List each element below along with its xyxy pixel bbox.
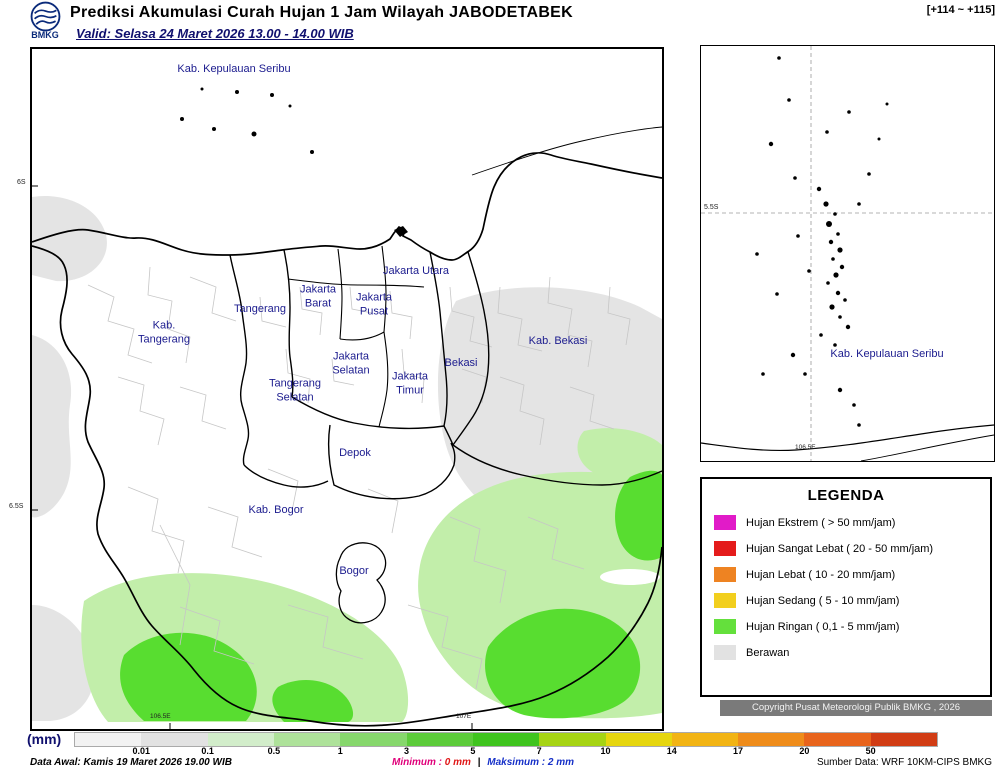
legend-title: LEGENDA: [807, 487, 885, 504]
legend-item-label: Berawan: [746, 646, 790, 659]
legend-item: Hujan Lebat ( 10 - 20 mm/jam): [714, 567, 978, 582]
inset-gridlines: [701, 46, 994, 461]
axis-label-lat-6s: 6S: [17, 179, 26, 186]
inset-map-graphic: [701, 46, 994, 461]
scale-tick-label: 10: [600, 746, 611, 756]
bmkg-logo-icon: [30, 1, 60, 32]
scale-tick-label: 14: [666, 746, 677, 756]
scale-tick-label: 50: [865, 746, 876, 756]
legend-color-swatch: [714, 541, 736, 556]
legend-item-label: Hujan Ekstrem ( > 50 mm/jam): [746, 516, 896, 529]
scale-tick-label: 7: [536, 746, 542, 756]
map-label: Kab. Kepulauan Seribu: [177, 63, 291, 76]
minimum-value: 0 mm: [444, 757, 471, 768]
scale-tick-label: 0.5: [267, 746, 281, 756]
axis-label-lon-107e: 107E: [456, 713, 472, 720]
scale-segment: [738, 733, 805, 746]
scale-tick-label: 0.1: [201, 746, 214, 756]
scale-segment: [406, 733, 473, 746]
map-label: Jakarta Selatan: [332, 350, 370, 376]
inset-map-label: Kab. Kepulauan Seribu: [830, 348, 944, 360]
scale-tick-label: 5: [470, 746, 476, 756]
map-label: Kab. Tangerang: [138, 319, 190, 345]
legend-item: Hujan Sangat Lebat ( 20 - 50 mm/jam): [714, 541, 978, 556]
maksimum-value: 2 mm: [547, 757, 574, 768]
map-label: Bogor: [339, 565, 369, 578]
scale-segment: [340, 733, 407, 746]
coastline-and-region-boundaries: [32, 126, 662, 727]
map-label: Kab. Bogor: [248, 504, 304, 517]
scale-segment: [605, 733, 672, 746]
minimum-label: Minimum :: [392, 757, 442, 768]
axis-label-lat-6-5s: 6.5S: [9, 503, 24, 510]
islands: [180, 87, 408, 237]
data-source-text: Sumber Data: WRF 10KM-CIPS BMKG: [816, 757, 992, 768]
maksimum-label: Maksimum :: [487, 757, 546, 768]
data-awal-text: Data Awal: Kamis 19 Maret 2026 19.00 WIB: [30, 757, 232, 768]
min-max-summary: Minimum : 0 mm | Maksimum : 2 mm: [392, 757, 574, 768]
legend-item-label: Hujan Sedang ( 5 - 10 mm/jam): [746, 594, 900, 607]
scale-segment: [141, 733, 208, 746]
page-title: Prediksi Akumulasi Curah Hujan 1 Jam Wil…: [70, 4, 574, 21]
legend-color-swatch: [714, 593, 736, 608]
rainfall-scale-ticks: 0.01 0.1 0.5 1 3 5 7 10 14 17 20 50: [75, 746, 937, 756]
scale-tick-label: 0.01: [132, 746, 151, 756]
scale-segment: [671, 733, 739, 746]
scale-tick-label: 1: [337, 746, 343, 756]
rainfall-color-scale: [74, 732, 938, 747]
scale-tick-label: 17: [733, 746, 744, 756]
legend-color-swatch: [714, 515, 736, 530]
map-label: Jakarta Timur: [391, 370, 429, 396]
legend: LEGENDA Hujan Ekstrem ( > 50 mm/jam) Huja…: [700, 477, 992, 697]
inset-axis-label-lon: 106.5E: [795, 444, 816, 451]
map-label: Bekasi: [444, 357, 478, 370]
main-map: Kab. Kepulauan Seribu Kab. Tangerang Tange…: [30, 47, 664, 731]
forecast-hour-range: [+114 ~ +115]: [926, 4, 995, 16]
legend-color-swatch: [714, 645, 736, 660]
map-label: Tangerang: [234, 303, 286, 316]
legend-item-label: Hujan Sangat Lebat ( 20 - 50 mm/jam): [746, 542, 934, 555]
bmkg-logo: BMKG: [24, 1, 66, 40]
scalebar-unit-label: (mm): [27, 731, 62, 747]
axis-ticks: [32, 185, 473, 729]
legend-item: Hujan Ekstrem ( > 50 mm/jam): [714, 515, 978, 530]
scale-tick-label: 20: [799, 746, 810, 756]
legend-item: Berawan: [714, 645, 978, 660]
map-label: Tangerang Selatan: [269, 377, 321, 403]
map-label: Depok: [339, 447, 371, 460]
scale-segment: [207, 733, 274, 746]
map-label: Jakarta Barat: [299, 283, 337, 309]
legend-color-swatch: [714, 567, 736, 582]
map-label: Jakarta Utara: [382, 265, 450, 278]
legend-item-label: Hujan Lebat ( 10 - 20 mm/jam): [746, 568, 896, 581]
scale-segment: [539, 733, 606, 746]
map-label: Kab. Bekasi: [528, 335, 588, 348]
legend-item-label: Hujan Ringan ( 0,1 - 5 mm/jam): [746, 620, 900, 633]
copyright-bar: Copyright Pusat Meteorologi Publik BMKG …: [720, 700, 992, 716]
legend-items: Hujan Ekstrem ( > 50 mm/jam) Hujan Sangat…: [714, 515, 978, 660]
scale-segment: [273, 733, 341, 746]
inset-axis-label-lat: 5.5S: [704, 204, 719, 211]
map-label: Jakarta Pusat: [355, 291, 393, 317]
bmkg-logo-text: BMKG: [31, 30, 59, 40]
legend-item: Hujan Sedang ( 5 - 10 mm/jam): [714, 593, 978, 608]
scale-segment: [870, 733, 938, 746]
legend-color-swatch: [714, 619, 736, 634]
scale-segment: [804, 733, 871, 746]
inset-map: Kab. Kepulauan Seribu 5.5S 106.5E: [700, 45, 995, 462]
legend-item: Hujan Ringan ( 0,1 - 5 mm/jam): [714, 619, 978, 634]
scale-segment: [75, 733, 142, 746]
inset-islands: [755, 56, 889, 427]
valid-time: Valid: Selasa 24 Maret 2026 13.00 - 14.0…: [76, 26, 354, 41]
scale-segment: [472, 733, 540, 746]
scale-tick-label: 3: [404, 746, 410, 756]
inset-coastline: [701, 424, 994, 461]
axis-label-lon-106-5e: 106.5E: [150, 713, 171, 720]
minmax-separator: |: [477, 757, 481, 768]
main-map-graphic: [32, 87, 662, 729]
